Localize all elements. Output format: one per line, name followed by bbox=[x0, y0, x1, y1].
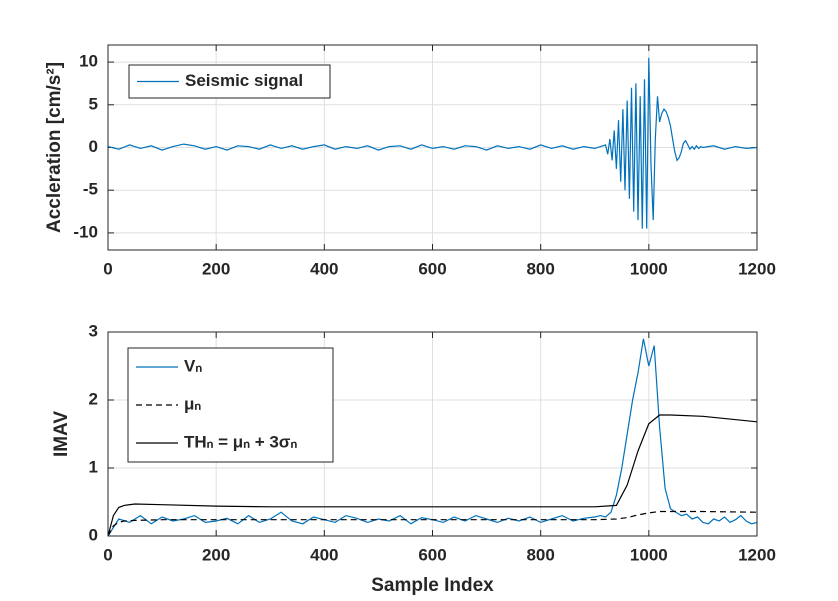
y-tick-label: 0 bbox=[89, 137, 98, 156]
x-tick-label: 0 bbox=[103, 545, 112, 564]
x-tick-label: 200 bbox=[202, 545, 230, 564]
x-tick-label: 1200 bbox=[738, 545, 776, 564]
y-tick-label: 0 bbox=[89, 525, 98, 544]
y-axis-label: IMAV bbox=[51, 411, 72, 457]
y-tick-label: 3 bbox=[89, 321, 98, 340]
legend-label: THₙ = μₙ + 3σₙ bbox=[184, 432, 297, 451]
data-line bbox=[107, 510, 758, 537]
legend-label: Seismic signal bbox=[185, 71, 303, 90]
x-tick-label: 1200 bbox=[738, 259, 776, 278]
y-tick-label: -5 bbox=[83, 180, 98, 199]
y-tick-label: 2 bbox=[89, 389, 98, 408]
x-tick-label: 1000 bbox=[630, 259, 668, 278]
y-tick-label: 5 bbox=[89, 94, 98, 113]
y-tick-label: 10 bbox=[79, 52, 98, 71]
y-tick-label: -10 bbox=[73, 222, 98, 241]
axes-box bbox=[107, 44, 758, 251]
x-tick-label: 0 bbox=[103, 259, 112, 278]
x-tick-label: 800 bbox=[526, 259, 554, 278]
data-line bbox=[107, 57, 758, 229]
data-line bbox=[107, 414, 758, 537]
y-axis-label: Accleration [cm/s²] bbox=[44, 62, 65, 233]
x-tick-label: 400 bbox=[310, 545, 338, 564]
x-tick-label: 1000 bbox=[630, 545, 668, 564]
x-tick-label: 600 bbox=[418, 259, 446, 278]
x-tick-label: 200 bbox=[202, 259, 230, 278]
x-tick-label: 800 bbox=[526, 545, 554, 564]
legend-label: μₙ bbox=[184, 394, 201, 413]
x-tick-label: 600 bbox=[418, 545, 446, 564]
y-tick-label: 1 bbox=[89, 457, 98, 476]
axes-box bbox=[107, 331, 758, 537]
x-tick-label: 400 bbox=[310, 259, 338, 278]
x-axis-label: Sample Index bbox=[371, 575, 494, 596]
legend-label: Vₙ bbox=[184, 356, 202, 375]
